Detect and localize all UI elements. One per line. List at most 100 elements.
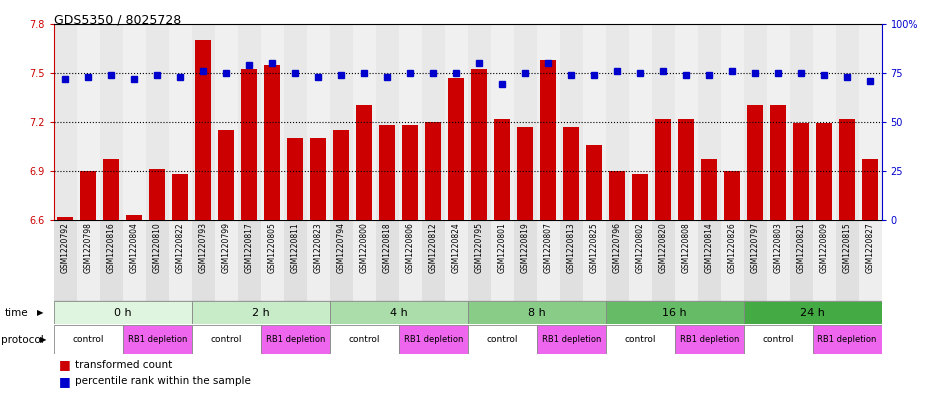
Bar — [674, 24, 698, 220]
Bar — [356, 105, 372, 393]
Text: ▶: ▶ — [37, 309, 44, 317]
Bar — [609, 171, 625, 393]
Text: GSM1220823: GSM1220823 — [313, 222, 323, 273]
Bar — [491, 24, 513, 220]
Bar — [445, 24, 468, 220]
Bar — [215, 220, 238, 301]
Bar — [172, 174, 189, 393]
Text: ▶: ▶ — [40, 335, 46, 344]
Text: RB1 depletion: RB1 depletion — [541, 335, 601, 344]
Bar — [54, 24, 77, 220]
Bar — [770, 105, 786, 393]
Bar — [169, 220, 192, 301]
Text: GSM1220822: GSM1220822 — [176, 222, 185, 273]
Bar — [330, 301, 468, 324]
Bar — [674, 325, 744, 354]
Bar — [583, 24, 605, 220]
Bar — [330, 325, 399, 354]
Bar — [468, 220, 491, 301]
Bar — [744, 325, 813, 354]
Bar — [605, 301, 744, 324]
Text: control: control — [73, 335, 104, 344]
Bar — [744, 24, 766, 220]
Bar — [403, 125, 418, 393]
Bar — [80, 171, 97, 393]
Bar — [605, 24, 629, 220]
Bar — [284, 24, 307, 220]
Text: 24 h: 24 h — [800, 308, 825, 318]
Bar — [146, 220, 169, 301]
Text: GSM1220809: GSM1220809 — [819, 222, 829, 274]
Text: control: control — [210, 335, 242, 344]
Bar — [629, 220, 652, 301]
Bar — [150, 169, 166, 393]
Bar — [287, 138, 303, 393]
Bar — [123, 24, 146, 220]
Text: RB1 depletion: RB1 depletion — [817, 335, 877, 344]
Bar — [77, 24, 100, 220]
Bar — [422, 220, 445, 301]
Bar — [352, 24, 376, 220]
Text: GSM1220818: GSM1220818 — [383, 222, 392, 273]
Text: GSM1220793: GSM1220793 — [199, 222, 208, 274]
Bar — [445, 220, 468, 301]
Bar — [333, 130, 350, 393]
Bar — [858, 220, 882, 301]
Bar — [813, 24, 836, 220]
Text: GSM1220824: GSM1220824 — [452, 222, 460, 273]
Bar — [790, 220, 813, 301]
Bar — [817, 123, 832, 393]
Bar — [836, 220, 858, 301]
Bar — [698, 220, 721, 301]
Bar — [491, 220, 513, 301]
Text: RB1 depletion: RB1 depletion — [404, 335, 463, 344]
Text: control: control — [624, 335, 656, 344]
Text: GSM1220800: GSM1220800 — [360, 222, 369, 274]
Text: GSM1220827: GSM1220827 — [866, 222, 874, 273]
Bar — [724, 171, 740, 393]
Text: GSM1220798: GSM1220798 — [84, 222, 93, 274]
Text: GSM1220803: GSM1220803 — [774, 222, 783, 274]
Bar — [330, 24, 352, 220]
Bar — [215, 24, 238, 220]
Text: control: control — [486, 335, 518, 344]
Text: 16 h: 16 h — [662, 308, 687, 318]
Bar — [103, 160, 119, 393]
Bar — [744, 301, 882, 324]
Bar — [126, 215, 142, 393]
Bar — [241, 70, 258, 393]
Text: control: control — [763, 335, 794, 344]
Text: RB1 depletion: RB1 depletion — [680, 335, 739, 344]
Text: percentile rank within the sample: percentile rank within the sample — [75, 376, 251, 386]
Text: GSM1220808: GSM1220808 — [682, 222, 691, 273]
Text: GSM1220802: GSM1220802 — [636, 222, 644, 273]
Text: GSM1220812: GSM1220812 — [429, 222, 438, 273]
Bar — [537, 325, 605, 354]
Text: GSM1220819: GSM1220819 — [521, 222, 530, 273]
Bar — [219, 130, 234, 393]
Bar — [468, 24, 491, 220]
Text: GSM1220805: GSM1220805 — [268, 222, 277, 274]
Bar — [583, 220, 605, 301]
Bar — [307, 24, 330, 220]
Bar — [169, 24, 192, 220]
Bar — [560, 24, 583, 220]
Bar — [862, 160, 878, 393]
Text: transformed count: transformed count — [75, 360, 173, 370]
Text: RB1 depletion: RB1 depletion — [127, 335, 187, 344]
Bar — [858, 24, 882, 220]
Text: GDS5350 / 8025728: GDS5350 / 8025728 — [54, 14, 181, 27]
Bar — [655, 119, 671, 393]
Text: control: control — [349, 335, 380, 344]
Bar — [721, 24, 744, 220]
Bar — [311, 138, 326, 393]
Bar — [260, 325, 330, 354]
Bar — [560, 220, 583, 301]
Bar — [54, 301, 192, 324]
Bar — [399, 325, 468, 354]
Bar — [264, 64, 281, 393]
Text: GSM1220810: GSM1220810 — [153, 222, 162, 273]
Bar — [766, 220, 790, 301]
Text: RB1 depletion: RB1 depletion — [266, 335, 325, 344]
Bar — [260, 24, 284, 220]
